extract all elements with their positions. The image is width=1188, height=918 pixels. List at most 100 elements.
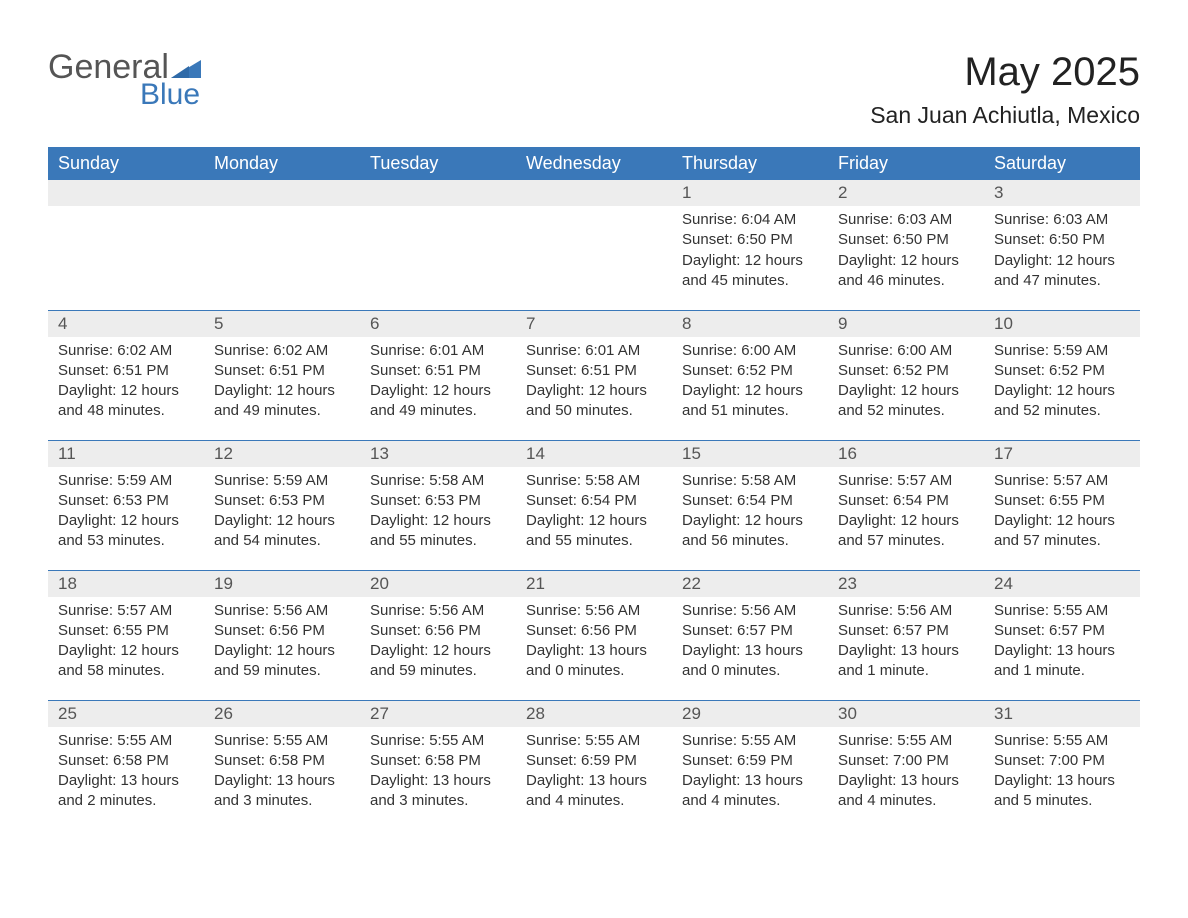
sunrise-line: Sunrise: 6:02 AM <box>58 341 194 361</box>
calendar-cell: 11Sunrise: 5:59 AMSunset: 6:53 PMDayligh… <box>48 440 204 570</box>
day-body: Sunrise: 5:55 AMSunset: 6:58 PMDaylight:… <box>360 727 516 812</box>
weekday-header: Wednesday <box>516 147 672 180</box>
day-number-empty <box>516 180 672 206</box>
sunrise-line: Sunrise: 5:55 AM <box>526 731 662 751</box>
calendar-cell: 30Sunrise: 5:55 AMSunset: 7:00 PMDayligh… <box>828 700 984 830</box>
calendar-cell <box>360 180 516 310</box>
sunset-line: Sunset: 6:59 PM <box>682 751 818 771</box>
day-body: Sunrise: 6:01 AMSunset: 6:51 PMDaylight:… <box>516 337 672 422</box>
sunset-line: Sunset: 6:58 PM <box>58 751 194 771</box>
sunrise-line: Sunrise: 6:02 AM <box>214 341 350 361</box>
sunrise-line: Sunrise: 6:03 AM <box>838 210 974 230</box>
sunrise-line: Sunrise: 5:56 AM <box>838 601 974 621</box>
day-number: 1 <box>672 180 828 206</box>
sunset-line: Sunset: 6:59 PM <box>526 751 662 771</box>
location: San Juan Achiutla, Mexico <box>870 102 1140 129</box>
sunrise-line: Sunrise: 5:55 AM <box>214 731 350 751</box>
sunset-line: Sunset: 6:56 PM <box>526 621 662 641</box>
sunset-line: Sunset: 6:57 PM <box>838 621 974 641</box>
sunset-line: Sunset: 6:53 PM <box>214 491 350 511</box>
daylight-line: Daylight: 12 hours and 54 minutes. <box>214 511 350 552</box>
daylight-line: Daylight: 13 hours and 3 minutes. <box>214 771 350 812</box>
day-body: Sunrise: 5:57 AMSunset: 6:54 PMDaylight:… <box>828 467 984 552</box>
day-body: Sunrise: 6:02 AMSunset: 6:51 PMDaylight:… <box>48 337 204 422</box>
day-number: 13 <box>360 441 516 467</box>
weekday-header: Sunday <box>48 147 204 180</box>
day-body: Sunrise: 5:58 AMSunset: 6:54 PMDaylight:… <box>672 467 828 552</box>
daylight-line: Daylight: 13 hours and 3 minutes. <box>370 771 506 812</box>
month-title: May 2025 <box>870 50 1140 94</box>
sunset-line: Sunset: 6:58 PM <box>370 751 506 771</box>
day-body: Sunrise: 6:04 AMSunset: 6:50 PMDaylight:… <box>672 206 828 291</box>
day-number: 14 <box>516 441 672 467</box>
calendar-cell: 14Sunrise: 5:58 AMSunset: 6:54 PMDayligh… <box>516 440 672 570</box>
day-number: 9 <box>828 311 984 337</box>
calendar-cell: 27Sunrise: 5:55 AMSunset: 6:58 PMDayligh… <box>360 700 516 830</box>
sunset-line: Sunset: 6:54 PM <box>682 491 818 511</box>
daylight-line: Daylight: 12 hours and 56 minutes. <box>682 511 818 552</box>
day-number: 27 <box>360 701 516 727</box>
calendar-cell: 13Sunrise: 5:58 AMSunset: 6:53 PMDayligh… <box>360 440 516 570</box>
daylight-line: Daylight: 12 hours and 52 minutes. <box>994 381 1130 422</box>
calendar-week-row: 1Sunrise: 6:04 AMSunset: 6:50 PMDaylight… <box>48 180 1140 310</box>
sunrise-line: Sunrise: 6:03 AM <box>994 210 1130 230</box>
sunset-line: Sunset: 6:55 PM <box>58 621 194 641</box>
day-body: Sunrise: 5:55 AMSunset: 7:00 PMDaylight:… <box>984 727 1140 812</box>
day-number-empty <box>360 180 516 206</box>
daylight-line: Daylight: 12 hours and 59 minutes. <box>214 641 350 682</box>
sunset-line: Sunset: 6:56 PM <box>214 621 350 641</box>
day-number: 3 <box>984 180 1140 206</box>
calendar-cell: 3 Sunrise: 6:03 AMSunset: 6:50 PMDaylight… <box>984 180 1140 310</box>
day-body: Sunrise: 5:56 AMSunset: 6:56 PMDaylight:… <box>516 597 672 682</box>
sunrise-line: Sunrise: 5:58 AM <box>682 471 818 491</box>
sunset-line: Sunset: 6:50 PM <box>838 230 974 250</box>
sunrise-line: Sunrise: 6:01 AM <box>370 341 506 361</box>
day-number-empty <box>48 180 204 206</box>
sunrise-line: Sunrise: 5:56 AM <box>214 601 350 621</box>
daylight-line: Daylight: 12 hours and 57 minutes. <box>838 511 974 552</box>
calendar-week-row: 18Sunrise: 5:57 AMSunset: 6:55 PMDayligh… <box>48 570 1140 700</box>
day-number: 8 <box>672 311 828 337</box>
daylight-line: Daylight: 13 hours and 2 minutes. <box>58 771 194 812</box>
day-body: Sunrise: 5:55 AMSunset: 6:59 PMDaylight:… <box>672 727 828 812</box>
calendar-week-row: 11Sunrise: 5:59 AMSunset: 6:53 PMDayligh… <box>48 440 1140 570</box>
sunset-line: Sunset: 6:50 PM <box>994 230 1130 250</box>
day-number: 31 <box>984 701 1140 727</box>
sunset-line: Sunset: 7:00 PM <box>994 751 1130 771</box>
daylight-line: Daylight: 12 hours and 45 minutes. <box>682 251 818 292</box>
day-number: 30 <box>828 701 984 727</box>
daylight-line: Daylight: 12 hours and 49 minutes. <box>370 381 506 422</box>
sunrise-line: Sunrise: 5:57 AM <box>58 601 194 621</box>
day-body: Sunrise: 5:55 AMSunset: 6:58 PMDaylight:… <box>48 727 204 812</box>
daylight-line: Daylight: 13 hours and 4 minutes. <box>526 771 662 812</box>
sunrise-line: Sunrise: 5:58 AM <box>526 471 662 491</box>
sunrise-line: Sunrise: 6:00 AM <box>838 341 974 361</box>
calendar-cell: 7Sunrise: 6:01 AMSunset: 6:51 PMDaylight… <box>516 310 672 440</box>
calendar-cell: 2Sunrise: 6:03 AMSunset: 6:50 PMDaylight… <box>828 180 984 310</box>
day-number: 21 <box>516 571 672 597</box>
day-body: Sunrise: 5:55 AMSunset: 6:58 PMDaylight:… <box>204 727 360 812</box>
daylight-line: Daylight: 12 hours and 58 minutes. <box>58 641 194 682</box>
daylight-line: Daylight: 12 hours and 47 minutes. <box>994 251 1130 292</box>
sunrise-line: Sunrise: 5:59 AM <box>214 471 350 491</box>
calendar-week-row: 25Sunrise: 5:55 AMSunset: 6:58 PMDayligh… <box>48 700 1140 830</box>
daylight-line: Daylight: 13 hours and 1 minute. <box>838 641 974 682</box>
daylight-line: Daylight: 12 hours and 49 minutes. <box>214 381 350 422</box>
sunset-line: Sunset: 7:00 PM <box>838 751 974 771</box>
calendar-cell: 19Sunrise: 5:56 AMSunset: 6:56 PMDayligh… <box>204 570 360 700</box>
daylight-line: Daylight: 12 hours and 50 minutes. <box>526 381 662 422</box>
calendar-cell: 22Sunrise: 5:56 AMSunset: 6:57 PMDayligh… <box>672 570 828 700</box>
day-body: Sunrise: 5:56 AMSunset: 6:57 PMDaylight:… <box>672 597 828 682</box>
day-number: 7 <box>516 311 672 337</box>
sunset-line: Sunset: 6:54 PM <box>838 491 974 511</box>
calendar-cell: 6Sunrise: 6:01 AMSunset: 6:51 PMDaylight… <box>360 310 516 440</box>
day-number: 15 <box>672 441 828 467</box>
calendar-cell: 8Sunrise: 6:00 AMSunset: 6:52 PMDaylight… <box>672 310 828 440</box>
daylight-line: Daylight: 13 hours and 0 minutes. <box>526 641 662 682</box>
sunset-line: Sunset: 6:52 PM <box>838 361 974 381</box>
sunrise-line: Sunrise: 5:58 AM <box>370 471 506 491</box>
calendar-cell: 26Sunrise: 5:55 AMSunset: 6:58 PMDayligh… <box>204 700 360 830</box>
day-number: 5 <box>204 311 360 337</box>
day-number: 24 <box>984 571 1140 597</box>
sunrise-line: Sunrise: 5:55 AM <box>994 731 1130 751</box>
